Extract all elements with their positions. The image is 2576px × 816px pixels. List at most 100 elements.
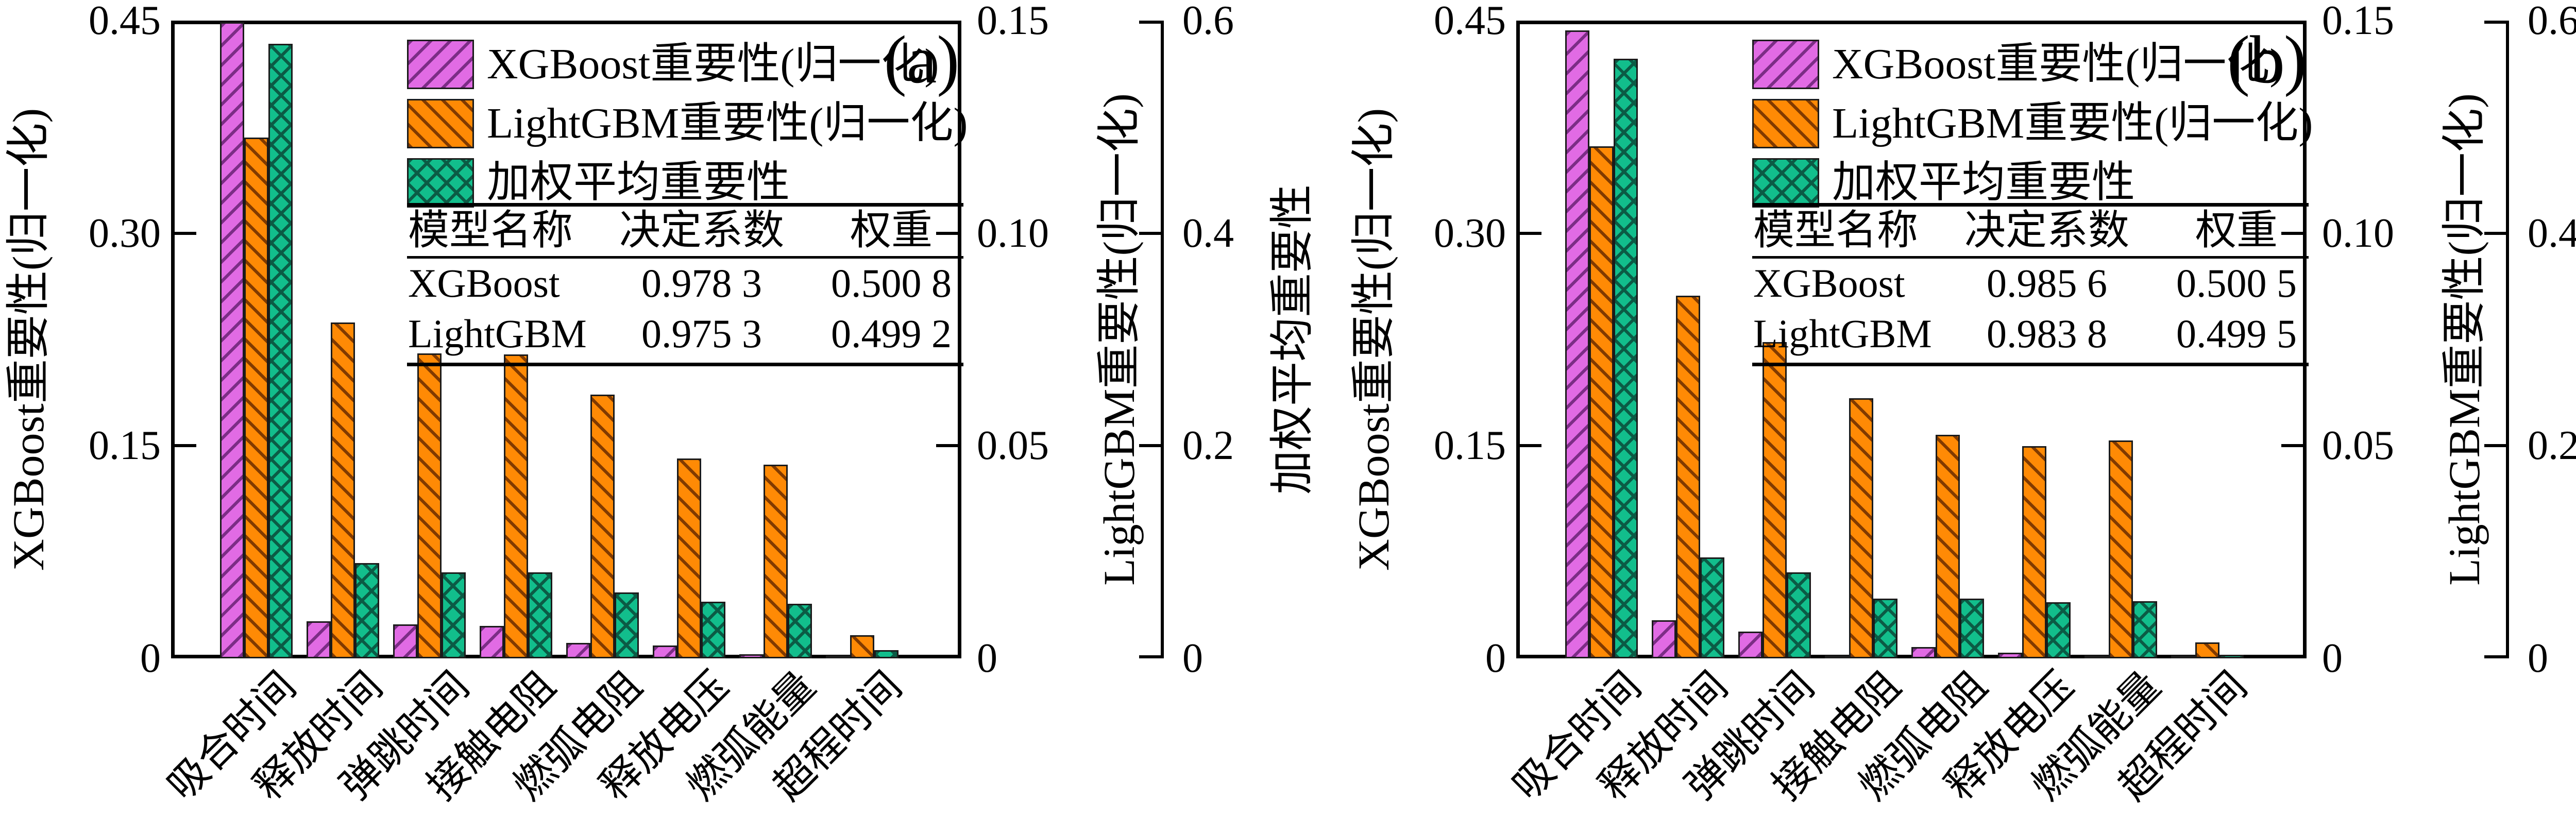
right2-spine-tick [2484,231,2506,235]
right2-spine-tick [2484,21,2506,24]
bar-s0-g7 [825,655,850,658]
left-axis-tick-label: 0.30 [1434,210,1506,256]
bar-s1-g5 [2022,446,2046,658]
right2-tick-label: 0.6 [1182,0,1234,43]
table-header-2: 权重 [850,208,933,253]
right-spine-tick [936,444,958,448]
right2-spine [1161,21,1164,658]
left-spine-tick [175,444,196,448]
table-rule-0 [1752,203,2309,207]
bar-s2-g2 [1786,572,1811,658]
bar-s2-g0 [1613,59,1638,658]
legend-label-1: LightGBM重要性(归一化) [487,99,968,147]
bar-s0-g2 [393,624,417,658]
left-axis-title: XGBoost重要性(归一化) [4,108,53,571]
left-spine-tick [1520,444,1541,448]
bar-s2-g6 [2132,601,2157,658]
table-cell-r1c1: 0.983 8 [1987,311,2107,356]
bar-s1-g0 [1589,146,1614,658]
table-header-1: 决定系数 [619,208,784,253]
left-spine-tick [1520,231,1541,235]
bar-s0-g7 [2171,655,2195,658]
bar-s2-g3 [1873,599,1897,658]
bar-s1-g6 [763,465,788,658]
bar-s1-g7 [850,635,874,658]
bar-s1-g4 [1935,434,1960,658]
bar-s2-g7 [874,650,899,658]
left-axis-tick-label: 0.30 [89,210,161,256]
bar-s2-g1 [1700,557,1724,658]
legend-swatch-0 [407,40,474,89]
table-cell-r0c2: 0.500 5 [2176,261,2297,305]
bar-s2-g5 [2046,602,2071,658]
bar-s1-g2 [417,353,442,658]
bar-s0-g0 [1565,30,1589,658]
bar-s0-g4 [1911,647,1936,658]
bar-s0-g3 [1824,655,1849,658]
table-cell-r0c1: 0.985 6 [1987,261,2107,305]
right2-spine-tick [1139,444,1161,448]
table-cell-r0c0: XGBoost [1753,261,1905,305]
bar-s1-g7 [2195,642,2219,658]
right2-tick-label: 0.6 [2528,0,2576,43]
left-axis-tick-label: 0.15 [89,423,161,469]
bar-s1-g0 [244,137,268,658]
table-cell-r0c0: XGBoost [408,261,560,305]
bar-s2-g2 [441,572,466,658]
legend-swatch-2 [407,158,474,208]
panel-label: (b) [2227,22,2307,97]
right2-tick-label: 0 [1182,636,1203,681]
right1-tick-label: 0 [977,636,997,681]
left-axis-tick-label: 0 [1485,636,1506,681]
right1-tick-label: 0.10 [2322,210,2394,256]
chart-panel-b: XGBoost重要性(归一化) 0.45 0.30 0.15 0 XGBoost重要性(归… [1345,0,2576,816]
bar-s1-g3 [1849,398,1873,658]
right2-tick-label: 0 [2528,636,2548,681]
right2-spine-tick [1139,231,1161,235]
left-spine-tick [175,231,196,235]
legend-label-0: XGBoost重要性(归一化) [1832,40,2284,88]
table-cell-r0c2: 0.500 8 [831,261,952,305]
right1-tick-label: 0.05 [2322,423,2394,469]
left-axis-tick-label: 0.15 [1434,423,1506,469]
bar-s1-g2 [1762,342,1787,658]
table-cell-r1c2: 0.499 5 [2176,311,2297,356]
legend-label-1: LightGBM重要性(归一化) [1832,99,2313,147]
table-header-0: 模型名称 [408,208,573,253]
bar-s0-g5 [1997,653,2022,658]
bar-s0-g6 [2084,655,2109,658]
bar-s2-g6 [787,603,812,658]
legend-swatch-1 [407,99,474,148]
bar-s1-g4 [590,395,615,658]
right1-tick-label: 0 [2322,636,2343,681]
legend-label-2: 加权平均重要性 [1832,159,2136,207]
right1-tick-label: 0.10 [977,210,1049,256]
table-cell-r1c0: LightGBM [408,311,587,356]
right2-tick-label: 0.4 [2528,210,2576,256]
right2-spine-tick [1139,21,1161,24]
right-spine-tick [936,231,958,235]
legend-swatch-1 [1752,99,1819,148]
bar-s1-g1 [330,322,355,658]
left-axis-tick-label: 0 [140,636,161,681]
right2-spine-tick [2484,444,2506,448]
right2-spine-tick [2484,655,2506,658]
legend-label-0: XGBoost重要性(归一化) [487,40,939,88]
bar-s1-g3 [503,354,528,658]
bar-s2-g0 [268,44,293,658]
right1-axis-title: LightGBM重要性(归一化) [2439,93,2489,586]
table-cell-r1c0: LightGBM [1753,311,1932,356]
right2-tick-label: 0.4 [1182,210,1234,256]
right2-axis-title: 加权平均重要性 [1267,184,1317,495]
legend-swatch-2 [1752,158,1819,208]
left-axis-title: XGBoost重要性(归一化) [1349,108,1398,571]
table-rule-2 [1752,363,2309,366]
bar-s0-g5 [652,645,677,658]
right1-tick-label: 0.15 [977,0,1049,43]
right-spine-tick [2281,444,2303,448]
right2-tick-label: 0.2 [1182,423,1234,469]
bar-s2-g4 [1959,599,1984,658]
left-axis-tick-label: 0.45 [89,0,161,43]
bar-s0-g6 [739,654,764,658]
